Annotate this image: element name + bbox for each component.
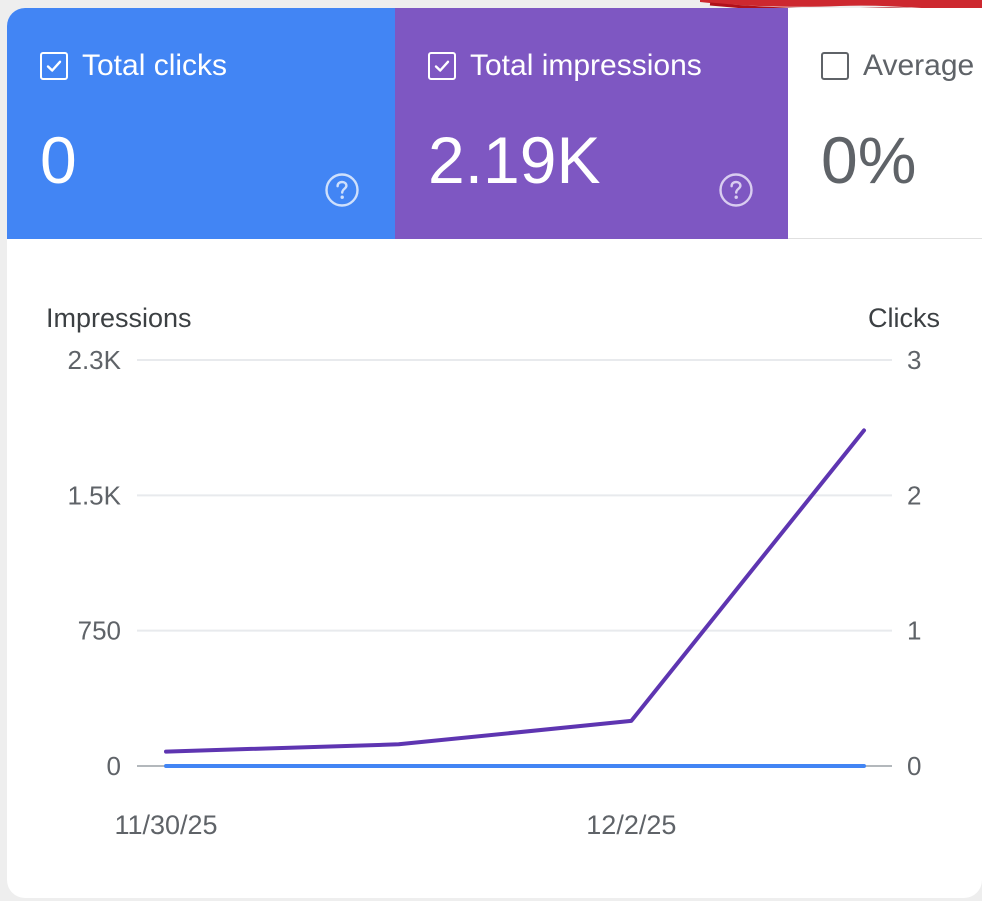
total-impressions-tile[interactable]: Total impressions 2.19K xyxy=(395,8,788,239)
total-impressions-header: Total impressions xyxy=(428,48,702,84)
help-circle-icon[interactable] xyxy=(324,172,360,208)
left-axis-tick-label: 1.5K xyxy=(68,480,122,510)
total-clicks-checkbox[interactable] xyxy=(40,52,68,80)
performance-card: Total clicks 0 Total impressions 2.19K xyxy=(7,8,982,898)
right-axis-tick-label: 1 xyxy=(907,616,921,646)
average-ctr-checkbox[interactable] xyxy=(821,52,849,80)
total-impressions-checkbox[interactable] xyxy=(428,52,456,80)
x-axis-tick-label: 11/30/25 xyxy=(114,810,217,840)
total-clicks-label: Total clicks xyxy=(82,49,228,82)
checkmark-icon xyxy=(434,60,450,72)
average-ctr-label: Average CTR xyxy=(863,49,982,82)
left-axis-tick-label: 750 xyxy=(78,616,121,646)
total-clicks-value: 0 xyxy=(40,123,77,197)
average-ctr-value: 0% xyxy=(821,123,917,197)
help-circle-icon[interactable] xyxy=(718,172,754,208)
x-axis-tick-label: 12/2/25 xyxy=(586,810,676,840)
metric-tiles: Total clicks 0 Total impressions 2.19K xyxy=(7,8,982,239)
left-axis-tick-label: 2.3K xyxy=(68,345,122,375)
total-clicks-tile[interactable]: Total clicks 0 xyxy=(7,8,395,239)
left-axis-title: Impressions xyxy=(46,303,192,333)
performance-chart: Impressions Clicks 2.3K 3 1.5K 2 750 1 0 0 11/30/2… xyxy=(7,239,982,889)
total-impressions-value: 2.19K xyxy=(428,123,601,197)
right-axis-title: Clicks xyxy=(868,303,940,333)
checkmark-icon xyxy=(46,60,62,72)
left-axis-tick-label: 0 xyxy=(107,751,121,781)
right-axis-tick-label: 0 xyxy=(907,751,921,781)
average-ctr-header: Average CTR xyxy=(821,48,982,84)
right-axis-tick-label: 2 xyxy=(907,480,921,510)
total-impressions-label: Total impressions xyxy=(470,49,702,82)
chart-svg: Impressions Clicks 2.3K 3 1.5K 2 750 1 0 0 11/30/2… xyxy=(46,303,940,840)
total-clicks-header: Total clicks xyxy=(40,48,227,84)
impressions-series-line xyxy=(164,428,866,754)
right-axis-tick-label: 3 xyxy=(907,345,921,375)
average-ctr-tile[interactable]: Average CTR 0% xyxy=(788,8,982,239)
